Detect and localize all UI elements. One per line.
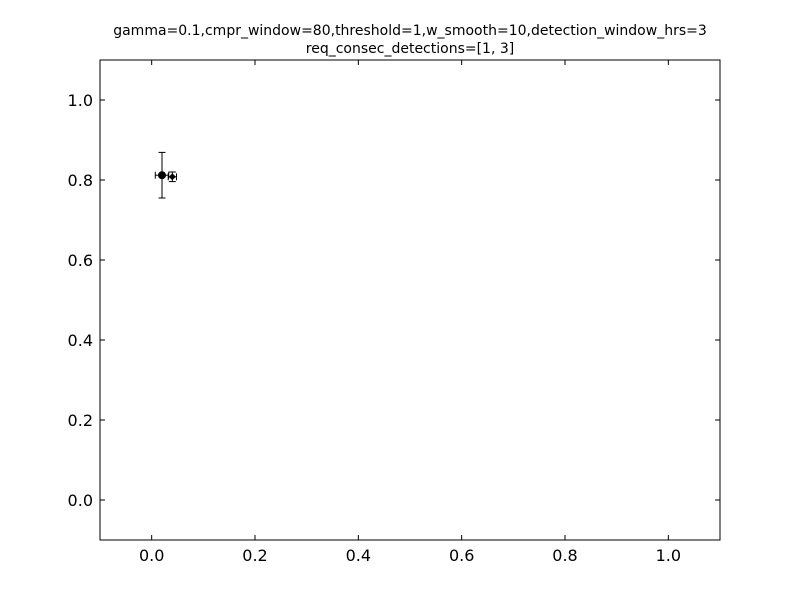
x-axis-ticks: 0.0 0.2 0.4 0.6 0.8 1.0: [139, 60, 681, 565]
chart-title: gamma=0.1,cmpr_window=80,threshold=1,w_s…: [113, 23, 707, 39]
data-points: [154, 151, 177, 199]
x-tick-label: 0.2: [242, 546, 267, 565]
x-tick-label: 0.4: [346, 546, 371, 565]
x-tick-label: 0.6: [449, 546, 474, 565]
y-tick-label: 0.0: [68, 491, 93, 510]
y-tick-label: 0.6: [68, 251, 93, 270]
data-point-diamond: [168, 173, 176, 181]
data-point-circle: [158, 171, 166, 180]
x-tick-label: 0.0: [139, 546, 164, 565]
y-tick-label: 0.8: [68, 171, 93, 190]
y-tick-label: 0.4: [68, 331, 93, 350]
x-tick-label: 0.8: [552, 546, 577, 565]
chart-subtitle: req_consec_detections=[1, 3]: [306, 41, 514, 57]
y-axis-ticks: 0.0 0.2 0.4 0.6 0.8 1.0: [68, 91, 720, 510]
y-tick-label: 1.0: [68, 91, 93, 110]
x-tick-label: 1.0: [656, 546, 681, 565]
y-tick-label: 0.2: [68, 411, 93, 430]
plot-frame: [99, 59, 721, 541]
